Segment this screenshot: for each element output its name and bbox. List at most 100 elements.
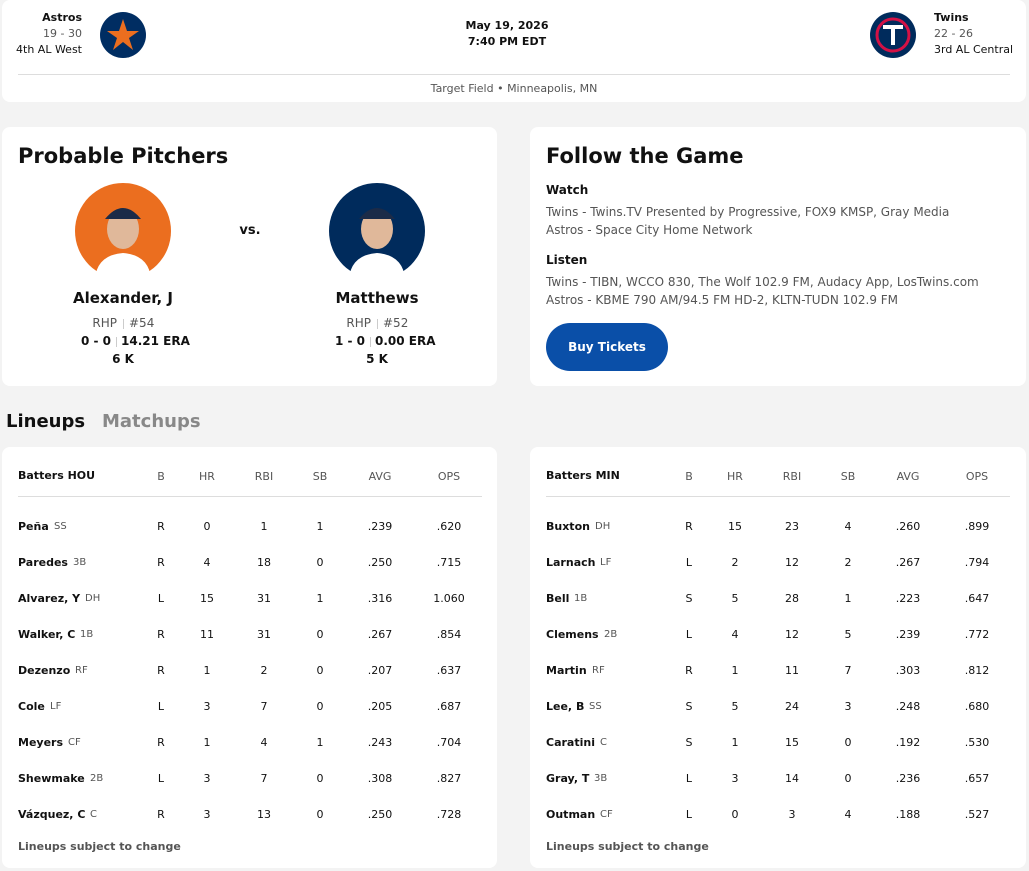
column-header: SB: [312, 470, 328, 483]
lineup-note: Lineups subject to change: [18, 840, 181, 853]
lineup-card: Batters HOU B HR RBI SB AVG OPS Peña SS R 0 1 1.239.…: [2, 447, 497, 868]
stat-cell: 11: [785, 664, 799, 677]
stat-cell: L: [157, 592, 165, 605]
stat-cell: .243: [367, 736, 393, 749]
batter-position: CF: [68, 737, 81, 748]
stat-cell: 15: [200, 592, 214, 605]
stat-cell: 1: [203, 736, 211, 749]
divider: [18, 496, 482, 497]
stat-cell: 1: [844, 592, 852, 605]
column-header: RBI: [782, 470, 802, 483]
stat-cell: 4: [203, 556, 211, 569]
pitcher-era: 0.00 ERA: [375, 334, 436, 348]
batter-name: Dezenzo: [18, 664, 71, 677]
batter-position: RF: [75, 665, 88, 676]
stat-cell: L: [685, 628, 693, 641]
stat-cell: 3: [788, 808, 796, 821]
pitcher-strikeouts: 5 K: [366, 352, 388, 366]
stat-cell: .188: [895, 808, 921, 821]
stat-cell: 4: [844, 808, 852, 821]
stat-cell: .704: [436, 736, 462, 749]
stat-cell: 12: [785, 628, 799, 641]
column-header: B: [685, 470, 693, 483]
probable-pitchers-card: Probable Pitchers vs. Alexander, J RHP #54…: [2, 127, 497, 386]
batter-position: LF: [600, 557, 612, 568]
stat-cell: L: [685, 772, 693, 785]
stat-cell: R: [157, 556, 165, 569]
stat-cell: .637: [436, 664, 462, 677]
stat-cell: 1: [731, 664, 739, 677]
stat-cell: .687: [436, 700, 462, 713]
batter-position: C: [90, 809, 97, 820]
pitcher-headshot: [329, 183, 425, 279]
batter-name: Paredes: [18, 556, 68, 569]
buy-tickets-button[interactable]: Buy Tickets: [546, 323, 668, 371]
stat-cell: 0: [203, 520, 211, 533]
stat-cell: 7: [844, 664, 852, 677]
pitcher-record: 0 - 0: [80, 334, 111, 348]
stat-cell: .527: [964, 808, 990, 821]
batter-name: Martin: [546, 664, 587, 677]
stat-cell: .772: [964, 628, 990, 641]
batter-position: DH: [85, 593, 101, 604]
column-header: SB: [840, 470, 856, 483]
stat-cell: .827: [436, 772, 462, 785]
batter-name: Bell: [546, 592, 570, 605]
stat-cell: 4: [260, 736, 268, 749]
stat-cell: 7: [260, 772, 268, 785]
pitcher-era: 14.21 ERA: [121, 334, 190, 348]
column-header: Batters HOU: [18, 469, 96, 482]
stat-cell: R: [685, 664, 693, 677]
stat-cell: L: [685, 808, 693, 821]
stat-cell: R: [157, 808, 165, 821]
divider: [546, 496, 1010, 497]
stat-cell: 1: [316, 736, 324, 749]
column-header: AVG: [368, 470, 392, 483]
stat-cell: 15: [728, 520, 742, 533]
stat-cell: .250: [367, 556, 393, 569]
stat-cell: .192: [895, 736, 921, 749]
stat-cell: .530: [964, 736, 990, 749]
home-name: Twins: [934, 11, 969, 24]
listen-item: Astros - KBME 790 AM/94.5 FM HD-2, KLTN-…: [546, 293, 899, 307]
stat-cell: .680: [964, 700, 990, 713]
stat-cell: 3: [731, 772, 739, 785]
stat-cell: S: [685, 736, 693, 749]
batter-position: 3B: [73, 557, 87, 568]
stat-cell: .647: [964, 592, 990, 605]
pitcher-name: Alexander, J: [72, 289, 174, 307]
watch-item: Astros - Space City Home Network: [546, 223, 753, 237]
stat-cell: 1: [316, 520, 324, 533]
pitcher-number: #52: [383, 316, 409, 330]
column-header: RBI: [254, 470, 274, 483]
stat-cell: 12: [785, 556, 799, 569]
stat-cell: L: [157, 772, 165, 785]
divider: [18, 74, 1010, 75]
stat-cell: .899: [964, 520, 990, 533]
pitcher-strikeouts: 6 K: [112, 352, 134, 366]
batter-name: Peña: [18, 520, 49, 533]
tab-matchups[interactable]: Matchups: [102, 411, 201, 432]
batter-position: LF: [50, 701, 62, 712]
stat-cell: .794: [964, 556, 990, 569]
pitcher-name: Matthews: [335, 289, 419, 307]
stat-cell: R: [157, 520, 165, 533]
stat-cell: 5: [844, 628, 852, 641]
separator: [123, 319, 124, 329]
column-header: OPS: [437, 470, 461, 483]
batter-name: Clemens: [546, 628, 599, 641]
listen-label: Listen: [546, 253, 588, 267]
separator: [370, 337, 371, 347]
stat-cell: 0: [844, 772, 852, 785]
stat-cell: R: [157, 736, 165, 749]
batter-name: Vázquez, C: [18, 808, 86, 821]
tab-lineups[interactable]: Lineups: [6, 411, 86, 432]
batter-name: Outman: [546, 808, 596, 821]
stat-cell: 0: [316, 700, 324, 713]
stat-cell: 3: [203, 700, 211, 713]
pitcher-hand: RHP: [346, 316, 371, 330]
batter-name: Gray, T: [546, 772, 590, 785]
stat-cell: .715: [436, 556, 462, 569]
stat-cell: .267: [367, 628, 393, 641]
